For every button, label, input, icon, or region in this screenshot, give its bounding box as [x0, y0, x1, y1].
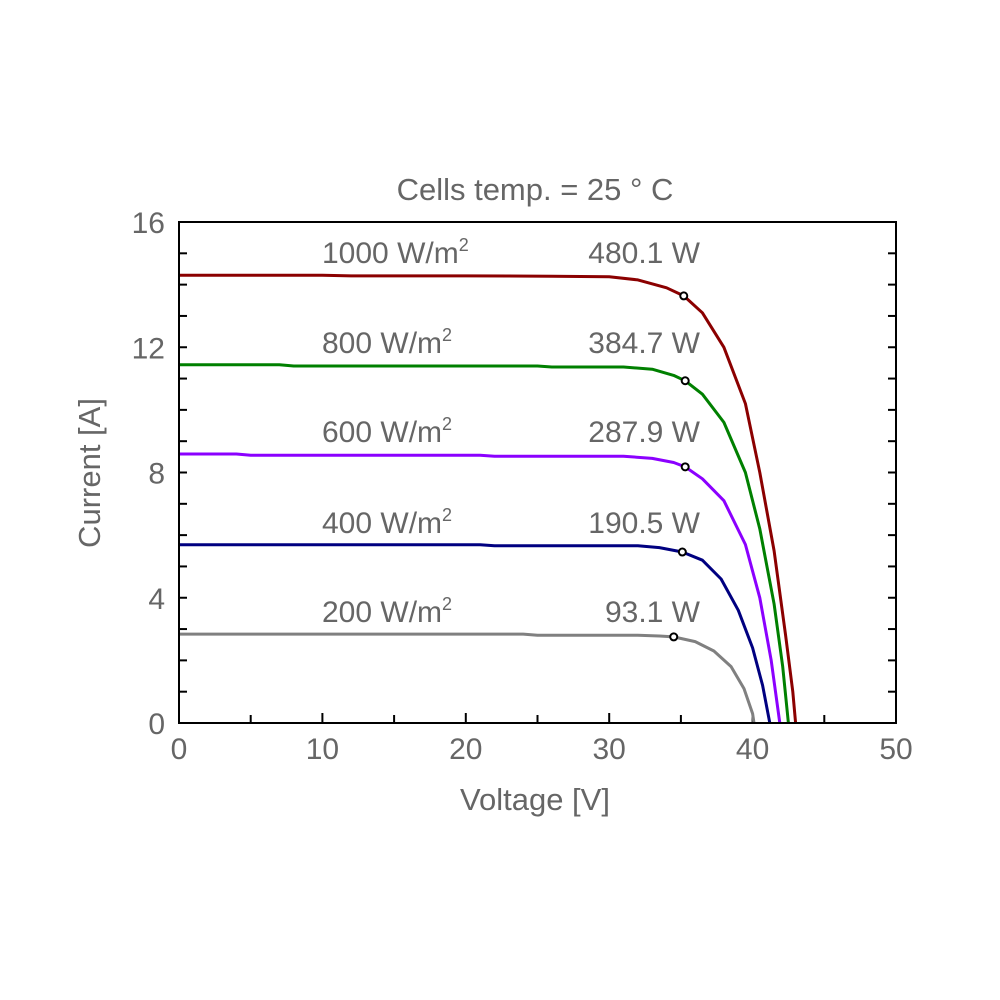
- x-tick-label: 0: [171, 733, 188, 766]
- iv-curve-0: [179, 273, 798, 724]
- mpp-marker: [677, 547, 687, 557]
- y-tick-label: 4: [148, 583, 165, 616]
- irradiance-label: 1000 W/m2: [322, 235, 469, 270]
- plot-frame: [178, 221, 897, 724]
- y-tick-label: 0: [148, 708, 165, 741]
- x-axis-label: Voltage [V]: [460, 782, 610, 817]
- power-label: 93.1 W: [605, 596, 701, 629]
- iv-curve-3: [179, 543, 772, 724]
- chart-title: Cells temp. = 25 ° C: [397, 172, 674, 207]
- x-tick-label: 20: [449, 733, 482, 766]
- power-label: 384.7 W: [588, 327, 700, 360]
- power-label: 190.5 W: [588, 507, 700, 540]
- iv-curve-4: [179, 632, 756, 724]
- x-tick-label: 30: [593, 733, 626, 766]
- y-tick-label: 8: [148, 458, 165, 491]
- y-tick-label: 16: [132, 207, 165, 240]
- mpp-marker: [680, 376, 690, 386]
- mpp-marker: [680, 462, 690, 472]
- power-label: 480.1 W: [588, 237, 700, 270]
- irradiance-label: 400 W/m2: [322, 505, 452, 540]
- irradiance-label: 800 W/m2: [322, 325, 452, 360]
- power-label: 287.9 W: [588, 416, 700, 449]
- irradiance-label: 600 W/m2: [322, 414, 452, 449]
- iv-curve-2: [179, 452, 782, 724]
- mpp-marker: [679, 291, 689, 301]
- x-tick-label: 10: [306, 733, 339, 766]
- y-tick-label: 12: [132, 332, 165, 365]
- x-tick-label: 40: [736, 733, 769, 766]
- irradiance-label: 200 W/m2: [322, 594, 452, 629]
- mpp-marker: [669, 632, 679, 642]
- iv-curve-1: [179, 363, 790, 724]
- x-tick-label: 50: [879, 733, 912, 766]
- y-axis-label: Current [A]: [72, 398, 107, 548]
